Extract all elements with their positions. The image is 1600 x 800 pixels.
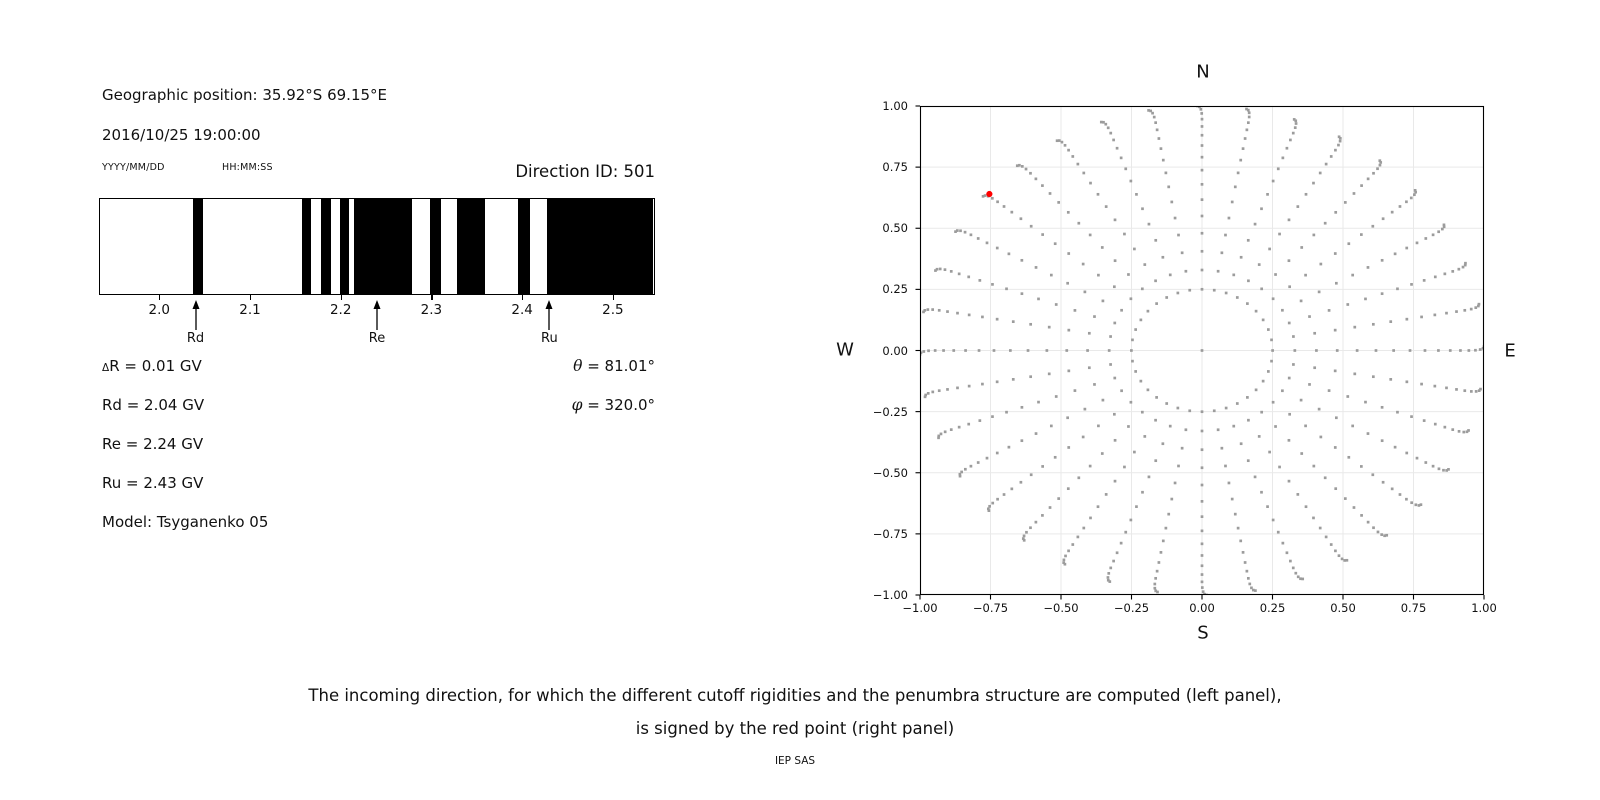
barcode-tick-label: 2.5 xyxy=(602,302,624,318)
y-tick-label: 0.00 xyxy=(882,343,908,358)
penumbra-band xyxy=(547,199,654,294)
barcode-tick-mark xyxy=(159,295,161,300)
x-tick-label: −0.75 xyxy=(972,601,1009,615)
y-tick-label: 0.50 xyxy=(882,221,908,236)
rd-value: Rd = 2.04 GV xyxy=(102,396,205,414)
theta-rest: = 81.01° xyxy=(582,357,655,375)
x-tick-label: 0.75 xyxy=(1400,601,1427,615)
x-tick-label: 0.00 xyxy=(1189,601,1215,615)
phi-value: φ = 320.0° xyxy=(572,396,655,414)
x-tick-label: −1.00 xyxy=(902,601,938,615)
penumbra-band xyxy=(518,199,530,294)
x-tick-label: 0.50 xyxy=(1330,601,1356,615)
rigidity-arrow-label-rd: Rd xyxy=(186,331,205,346)
barcode-tick-label: 2.4 xyxy=(511,302,533,318)
barcode-tick-mark xyxy=(612,295,615,300)
compass-east-label: E xyxy=(1504,340,1516,362)
y-tick-label: −0.25 xyxy=(872,404,908,419)
x-tick-label: 0.25 xyxy=(1259,601,1286,615)
datetime-text: 2016/10/25 19:00:00 xyxy=(102,126,261,144)
credit-label: IEP SAS xyxy=(774,755,816,767)
barcode-tick-label: 2.0 xyxy=(148,302,171,318)
direction-dots xyxy=(920,106,1484,595)
rigidity-arrow-rd xyxy=(188,300,204,330)
y-tick-label: −0.50 xyxy=(872,465,908,480)
phi-rest: = 320.0° xyxy=(582,396,655,414)
caption-line-1: The incoming direction, for which the di… xyxy=(308,686,1282,705)
compass-south-label: S xyxy=(1197,622,1209,644)
barcode-tick-label: 2.3 xyxy=(420,302,443,318)
y-tick-label: 0.75 xyxy=(882,160,908,175)
penumbra-band xyxy=(302,199,312,294)
ru-value: Ru = 2.43 GV xyxy=(102,474,204,492)
barcode-tick-mark xyxy=(249,295,252,300)
direction-id-title: Direction ID: 501 xyxy=(515,162,655,181)
barcode-tick-label: 2.1 xyxy=(239,302,261,318)
time-format-label: HH:MM:SS xyxy=(222,162,273,173)
penumbra-band xyxy=(354,199,413,294)
penumbra-barcode-plot xyxy=(99,198,655,295)
rigidity-arrow-label-re: Re xyxy=(368,331,386,346)
x-tick-label: −0.25 xyxy=(1113,601,1150,615)
barcode-tick-mark xyxy=(340,295,342,300)
rigidity-arrow-ru xyxy=(541,300,557,330)
compass-north-label: N xyxy=(1196,61,1210,83)
barcode-tick-label: 2.2 xyxy=(329,302,352,318)
caption-line-2: is signed by the red point (right panel) xyxy=(635,719,955,738)
geographic-position-text: Geographic position: 35.92°S 69.15°E xyxy=(102,86,388,104)
y-tick-label: 1.00 xyxy=(882,99,908,113)
penumbra-band xyxy=(339,199,349,294)
y-tick-label: −1.00 xyxy=(872,588,908,602)
compass-west-label: W xyxy=(836,339,854,361)
barcode-tick-mark xyxy=(431,295,433,300)
theta-symbol: θ xyxy=(573,357,583,375)
theta-value: θ = 81.01° xyxy=(573,357,655,375)
x-tick-label: 1.00 xyxy=(1471,601,1497,615)
tick-marks xyxy=(915,105,1485,600)
penumbra-band xyxy=(321,199,332,294)
model-label: Model: Tsyganenko 05 xyxy=(102,513,269,531)
penumbra-band xyxy=(430,199,442,294)
penumbra-band xyxy=(456,199,485,294)
direction-grid-plot xyxy=(915,105,1485,600)
grid-lines xyxy=(920,106,1484,595)
plot-border xyxy=(919,105,1485,596)
y-tick-label: 0.25 xyxy=(882,282,908,297)
red-incoming-direction-point xyxy=(986,190,993,198)
rigidity-arrow-label-ru: Ru xyxy=(541,331,558,346)
barcode-tick-mark xyxy=(522,295,524,300)
x-tick-label: −0.50 xyxy=(1043,601,1079,615)
delta-r-value: ΔR = 0.01 GV xyxy=(102,357,202,375)
phi-symbol: φ xyxy=(571,396,583,414)
rigidity-arrow-re xyxy=(369,300,385,330)
penumbra-band xyxy=(192,199,204,294)
re-value: Re = 2.24 GV xyxy=(102,435,204,453)
date-format-label: YYYY/MM/DD xyxy=(102,162,165,173)
y-tick-label: −0.75 xyxy=(872,526,908,541)
